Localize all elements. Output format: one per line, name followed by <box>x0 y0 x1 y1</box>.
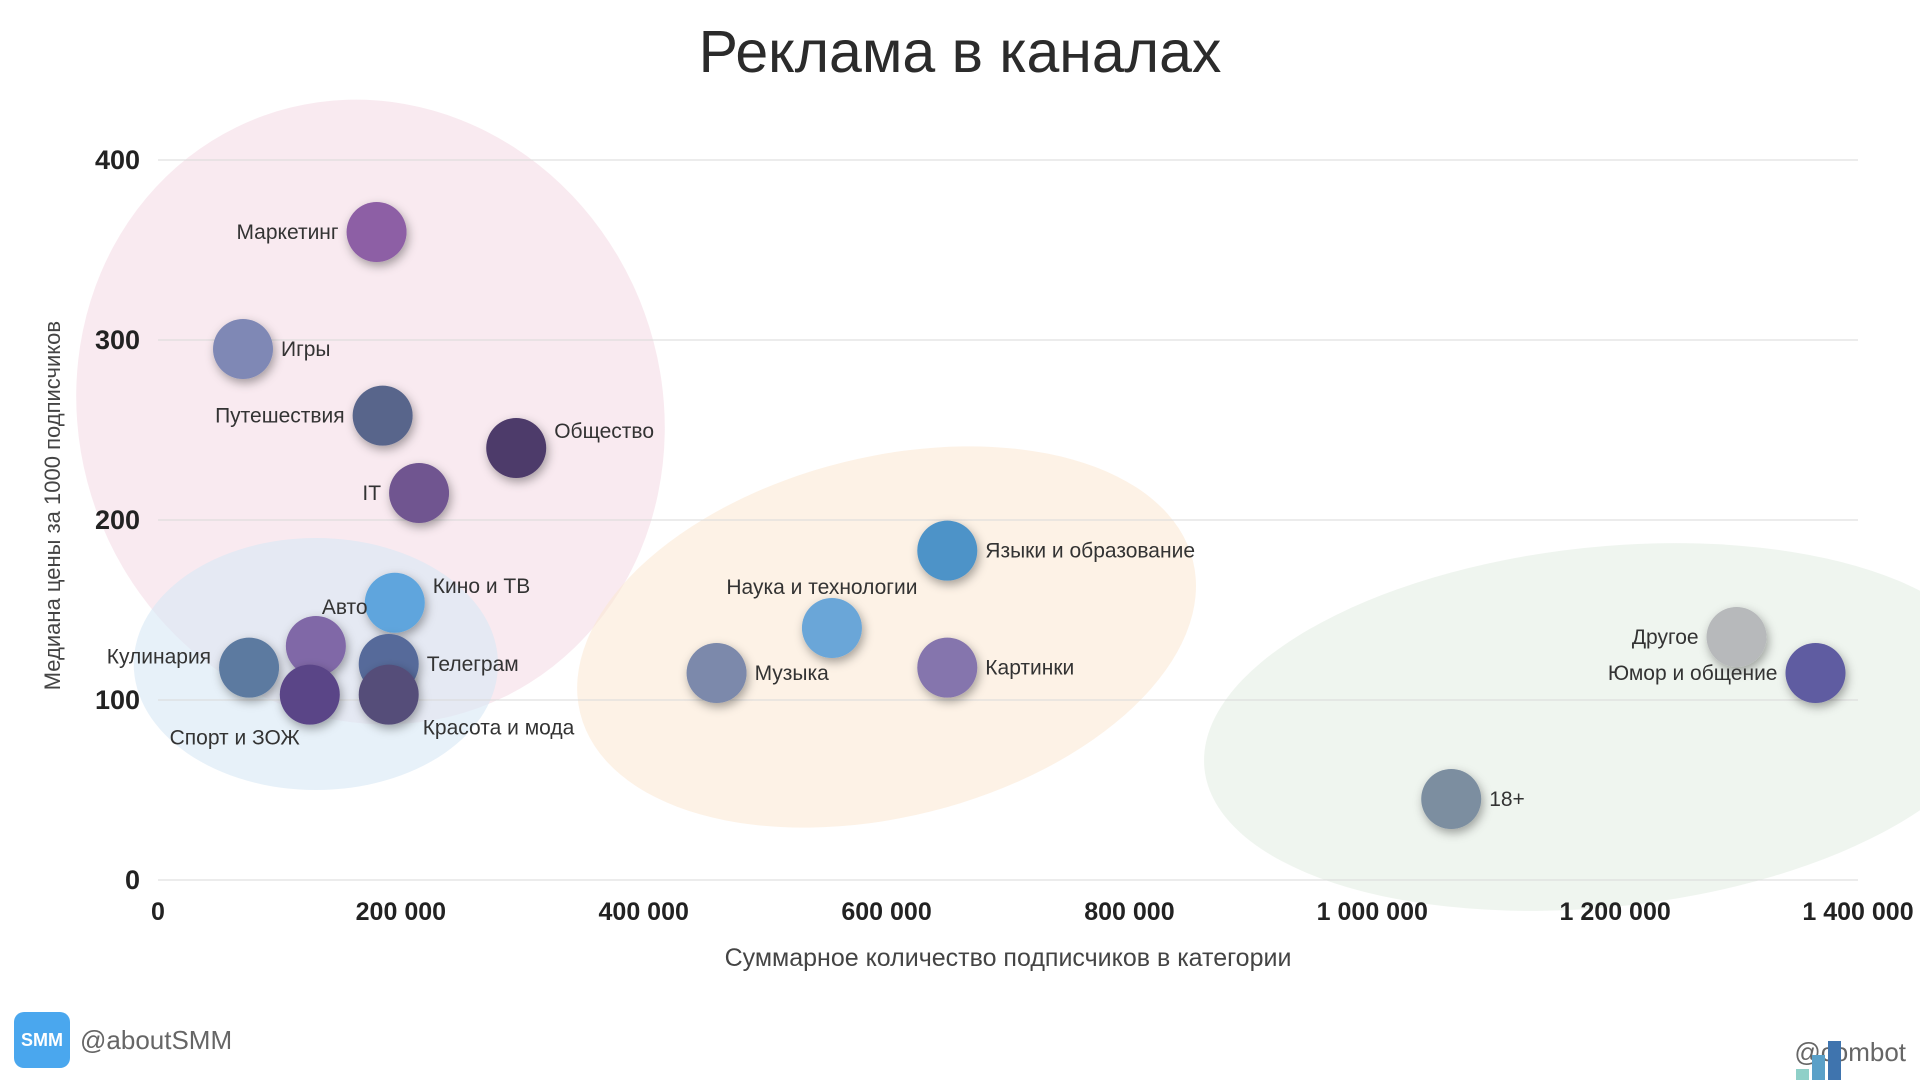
combot-logo-icon <box>1794 1037 1848 1080</box>
bubble-point <box>1786 643 1846 703</box>
bubble-label: Спорт и ЗОЖ <box>170 727 301 750</box>
y-tick-label: 200 <box>95 505 140 535</box>
bubble-label: Кино и ТВ <box>433 575 530 598</box>
footer-left: SMM @aboutSMM <box>14 1012 232 1068</box>
footer-left-handle: @aboutSMM <box>80 1025 232 1056</box>
cluster-blob <box>1186 506 1920 948</box>
bubble-label: Игры <box>281 338 331 361</box>
y-tick-label: 300 <box>95 325 140 355</box>
x-tick-label: 1 400 000 <box>1802 898 1913 926</box>
bubble-point <box>219 638 279 698</box>
x-tick-label: 0 <box>151 898 165 926</box>
bubble-label: Красота и мода <box>423 717 575 740</box>
bubble-chart: 0 100 200 300 400 0 200 000 400 000 600 000 800 0… <box>0 0 1920 1080</box>
bubble-point <box>687 643 747 703</box>
x-tick-label: 600 000 <box>841 898 931 926</box>
bubble-point <box>917 521 977 581</box>
bubble-point <box>213 319 273 379</box>
bubble-point <box>359 665 419 725</box>
bubble-label: Авто <box>322 596 368 619</box>
x-axis-label: Суммарное количество подписчиков в катег… <box>725 944 1292 972</box>
bubble-point <box>917 638 977 698</box>
x-tick-label: 800 000 <box>1084 898 1174 926</box>
y-tick-label: 100 <box>95 685 140 715</box>
bubble-label: Юмор и общение <box>1608 662 1778 685</box>
bubble-point <box>802 598 862 658</box>
bubble-label: Картинки <box>985 657 1074 680</box>
y-axis-label: Медиана цены за 1000 подписчиков <box>40 321 65 690</box>
bubble-label: Языки и образование <box>985 540 1195 563</box>
bubble-point <box>1707 607 1767 667</box>
bubble-label: Телеграм <box>427 653 519 676</box>
x-tick-label: 400 000 <box>599 898 689 926</box>
bubble-point <box>280 665 340 725</box>
bubble-label: IT <box>362 482 381 505</box>
bubble-point <box>1421 769 1481 829</box>
bubble-label: 18+ <box>1489 788 1525 811</box>
y-tick-label: 0 <box>125 865 140 895</box>
bubble-point <box>353 386 413 446</box>
bubble-point <box>486 418 546 478</box>
y-tick-label: 400 <box>95 145 140 175</box>
x-tick-label: 1 000 000 <box>1317 898 1428 926</box>
x-tick-label: 1 200 000 <box>1560 898 1671 926</box>
bubble-label: Общество <box>554 420 654 443</box>
x-tick-label: 200 000 <box>356 898 446 926</box>
bubble-point <box>365 573 425 633</box>
bubble-label: Путешествия <box>215 405 345 428</box>
footer-right: @combot <box>1794 1037 1906 1068</box>
bubble-point <box>389 463 449 523</box>
bubble-label: Наука и технологии <box>726 576 917 599</box>
bubble-label: Маркетинг <box>236 221 338 244</box>
bubble-label: Музыка <box>755 662 830 685</box>
smm-logo-badge: SMM <box>14 1012 70 1068</box>
bubble-label: Другое <box>1632 626 1699 649</box>
bubble-label: Кулинария <box>107 646 211 669</box>
bubble-point <box>347 202 407 262</box>
